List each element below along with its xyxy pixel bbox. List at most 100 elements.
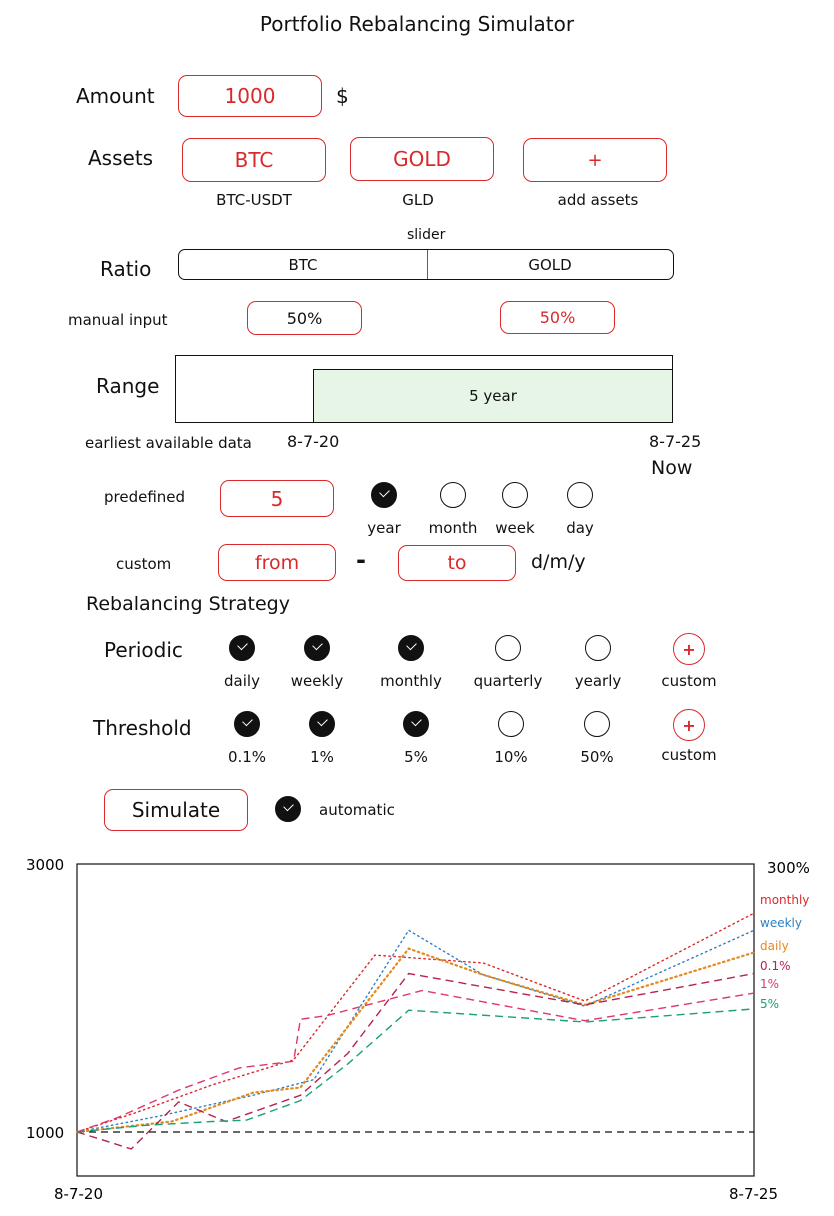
- asset-button-btc[interactable]: BTC: [182, 138, 326, 182]
- chart-frame: [76, 863, 755, 1177]
- threshold-option-label: 5%: [404, 748, 428, 766]
- range-end-caption: Now: [651, 457, 693, 479]
- legend-label-monthly: monthly: [760, 893, 809, 907]
- strategy-heading: Rebalancing Strategy: [86, 593, 290, 615]
- series-line-0-1pct: [76, 972, 755, 1150]
- amount-value: 1000: [224, 84, 276, 108]
- plus-icon: +: [587, 149, 603, 171]
- asset-button-gold[interactable]: GOLD: [350, 137, 494, 181]
- series-line-5pct: [76, 1008, 755, 1133]
- asset-name: BTC: [234, 148, 274, 172]
- periodic-custom-label: custom: [661, 672, 717, 690]
- plus-icon: +: [682, 715, 696, 735]
- x-axis-start-label: 8-7-20: [54, 1185, 103, 1203]
- legend-label-5pct: 5%: [760, 997, 779, 1011]
- asset-name: GOLD: [393, 147, 451, 171]
- simulate-label: Simulate: [131, 798, 221, 822]
- threshold-radio-1pct[interactable]: [309, 711, 335, 737]
- x-axis-end-label: 8-7-25: [729, 1185, 778, 1203]
- to-placeholder: to: [447, 552, 467, 574]
- custom-range-label: custom: [116, 555, 172, 573]
- add-asset-button[interactable]: +: [523, 138, 667, 182]
- unit-radio-day[interactable]: [567, 482, 593, 508]
- threshold-label: Threshold: [93, 716, 192, 740]
- periodic-option-label: monthly: [380, 672, 442, 690]
- threshold-custom-add-button[interactable]: +: [673, 709, 705, 741]
- page-title: Portfolio Rebalancing Simulator: [259, 12, 575, 36]
- legend-label-weekly: weekly: [760, 916, 802, 930]
- range-separator: -: [356, 546, 366, 574]
- periodic-radio-daily[interactable]: [229, 635, 255, 661]
- threshold-radio-50pct[interactable]: [584, 711, 610, 737]
- unit-label: month: [428, 519, 478, 537]
- ratio-slider-handle[interactable]: [427, 250, 428, 279]
- performance-chart: 3000 1000 300% 8-7-20 8-7-25 monthly weekly dai…: [26, 856, 810, 1203]
- simulate-button[interactable]: Simulate: [104, 789, 248, 831]
- asset-ticker: BTC-USDT: [216, 191, 292, 209]
- unit-radio-year[interactable]: [371, 482, 397, 508]
- threshold-radio-5pct[interactable]: [403, 711, 429, 737]
- periodic-option-label: quarterly: [473, 672, 543, 690]
- date-format-label: d/m/y: [531, 551, 586, 573]
- predefined-value: 5: [270, 486, 284, 511]
- y-axis-right-label: 300%: [767, 859, 810, 877]
- range-label: Range: [96, 374, 160, 398]
- periodic-option-label: yearly: [574, 672, 622, 690]
- predefined-value-input[interactable]: 5: [220, 480, 334, 517]
- earliest-data-label: earliest available data: [85, 434, 252, 452]
- ratio-slider-left: BTC: [179, 250, 427, 279]
- legend-label-1pct: 1%: [760, 977, 779, 991]
- threshold-option-label: 0.1%: [227, 748, 267, 766]
- automatic-label: automatic: [319, 801, 395, 819]
- periodic-radio-yearly[interactable]: [585, 635, 611, 661]
- custom-from-input[interactable]: from: [218, 544, 336, 581]
- threshold-radio-0-1pct[interactable]: [234, 711, 260, 737]
- slider-caption: slider: [407, 227, 446, 243]
- ratio-left-input[interactable]: 50%: [247, 301, 362, 335]
- series-line-1pct: [76, 989, 755, 1133]
- y-axis-bottom-label: 1000: [26, 1124, 64, 1142]
- amount-label: Amount: [76, 84, 155, 108]
- threshold-option-label: 1%: [310, 748, 334, 766]
- manual-input-label: manual input: [68, 311, 168, 329]
- ratio-left-value: 50%: [286, 308, 323, 328]
- amount-input[interactable]: 1000: [178, 75, 322, 117]
- periodic-option-label: weekly: [290, 672, 344, 690]
- range-start-date: 8-7-20: [287, 432, 340, 451]
- periodic-radio-quarterly[interactable]: [495, 635, 521, 661]
- unit-label: week: [495, 519, 535, 537]
- range-selection-label: 5 year: [469, 387, 517, 405]
- asset-ticker: GLD: [402, 191, 434, 209]
- range-selector[interactable]: 5 year: [175, 355, 673, 423]
- predefined-label: predefined: [104, 488, 186, 506]
- periodic-radio-monthly[interactable]: [398, 635, 424, 661]
- series-line-monthly: [76, 912, 755, 1133]
- ratio-left-label: BTC: [288, 255, 318, 274]
- automatic-checkbox[interactable]: [275, 796, 301, 822]
- custom-to-input[interactable]: to: [398, 545, 516, 581]
- series-line-daily: [75, 947, 756, 1134]
- ratio-slider-right: GOLD: [427, 250, 673, 279]
- unit-radio-week[interactable]: [502, 482, 528, 508]
- periodic-custom-add-button[interactable]: +: [673, 633, 705, 665]
- legend-label-0-1pct: 0.1%: [760, 959, 791, 973]
- ratio-right-label: GOLD: [528, 255, 572, 274]
- unit-radio-month[interactable]: [440, 482, 466, 508]
- periodic-option-label: daily: [224, 672, 260, 690]
- periodic-radio-weekly[interactable]: [304, 635, 330, 661]
- add-assets-label: add assets: [557, 191, 639, 209]
- periodic-label: Periodic: [104, 638, 183, 662]
- y-axis-top-label: 3000: [26, 856, 64, 874]
- threshold-radio-10pct[interactable]: [498, 711, 524, 737]
- from-placeholder: from: [254, 551, 300, 574]
- plus-icon: +: [682, 639, 696, 659]
- threshold-option-label: 10%: [494, 748, 528, 766]
- range-end-date: 8-7-25: [649, 432, 702, 451]
- ratio-right-value: 50%: [539, 308, 576, 327]
- range-selection[interactable]: 5 year: [313, 369, 673, 423]
- legend-label-daily: daily: [760, 939, 789, 953]
- ratio-right-input[interactable]: 50%: [500, 301, 615, 334]
- ratio-slider[interactable]: BTC GOLD: [178, 249, 674, 280]
- unit-label: day: [566, 519, 594, 537]
- series-line-weekly: [76, 929, 755, 1133]
